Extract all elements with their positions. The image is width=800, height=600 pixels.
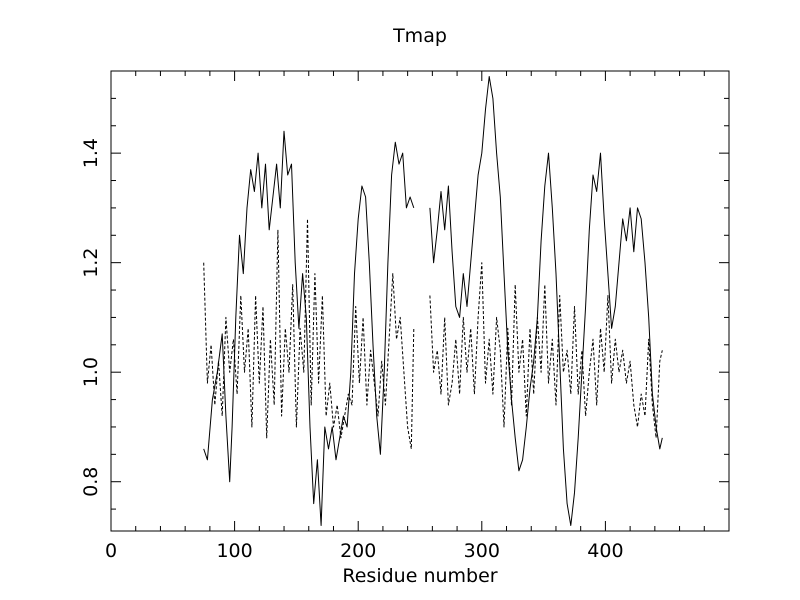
x-tick-label: 0 bbox=[105, 540, 117, 562]
y-tick-labels: 0.8 1.0 1.2 1.4 bbox=[80, 138, 102, 497]
solid-series-line bbox=[429, 76, 663, 526]
major-ticks bbox=[110, 71, 730, 531]
y-tick-label: 1.4 bbox=[80, 138, 102, 168]
y-tick-label: 1.2 bbox=[80, 248, 102, 278]
x-tick-label: 200 bbox=[340, 540, 376, 562]
chart-title: Tmap bbox=[392, 25, 447, 47]
x-axis-label: Residue number bbox=[342, 565, 497, 587]
x-tick-label: 400 bbox=[587, 540, 623, 562]
dashed-series-line bbox=[203, 218, 415, 450]
x-tick-label: 300 bbox=[464, 540, 500, 562]
plot-frame bbox=[110, 70, 730, 532]
y-tick-label: 0.8 bbox=[80, 467, 102, 497]
solid-series-line bbox=[203, 130, 415, 526]
y-tick-label: 1.0 bbox=[80, 357, 102, 387]
x-tick-label: 100 bbox=[216, 540, 252, 562]
dashed-series bbox=[203, 218, 663, 450]
dashed-series-line bbox=[429, 262, 663, 439]
solid-series bbox=[203, 76, 663, 526]
x-tick-labels: 0 100 200 300 400 bbox=[105, 540, 624, 562]
series-group bbox=[203, 76, 663, 526]
minor-ticks bbox=[111, 70, 729, 531]
